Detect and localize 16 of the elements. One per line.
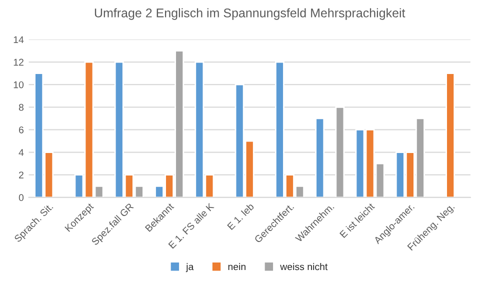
x-tick-label: E 1. leb bbox=[226, 202, 254, 230]
y-tick-label: 8 bbox=[18, 104, 24, 111]
y-tick-label: 4 bbox=[18, 149, 24, 156]
bar bbox=[446, 72, 456, 198]
y-tick-label: 6 bbox=[19, 126, 24, 134]
legend-label: nein bbox=[228, 263, 246, 270]
y-tick-label: 12 bbox=[14, 58, 24, 66]
bar bbox=[335, 106, 345, 198]
y-tick-label: 10 bbox=[14, 81, 24, 88]
y-tick-label: 2 bbox=[19, 172, 24, 178]
chart-title: Umfrage 2 Englisch im Spannungsfeld Mehrsprachigkeit bbox=[94, 8, 406, 20]
y-tick-label: 14 bbox=[14, 36, 24, 44]
y-tick-label: 0 bbox=[18, 194, 24, 202]
legend-label: ja bbox=[186, 263, 194, 272]
legend-label: weiss nicht bbox=[280, 263, 328, 270]
bar bbox=[315, 118, 325, 198]
